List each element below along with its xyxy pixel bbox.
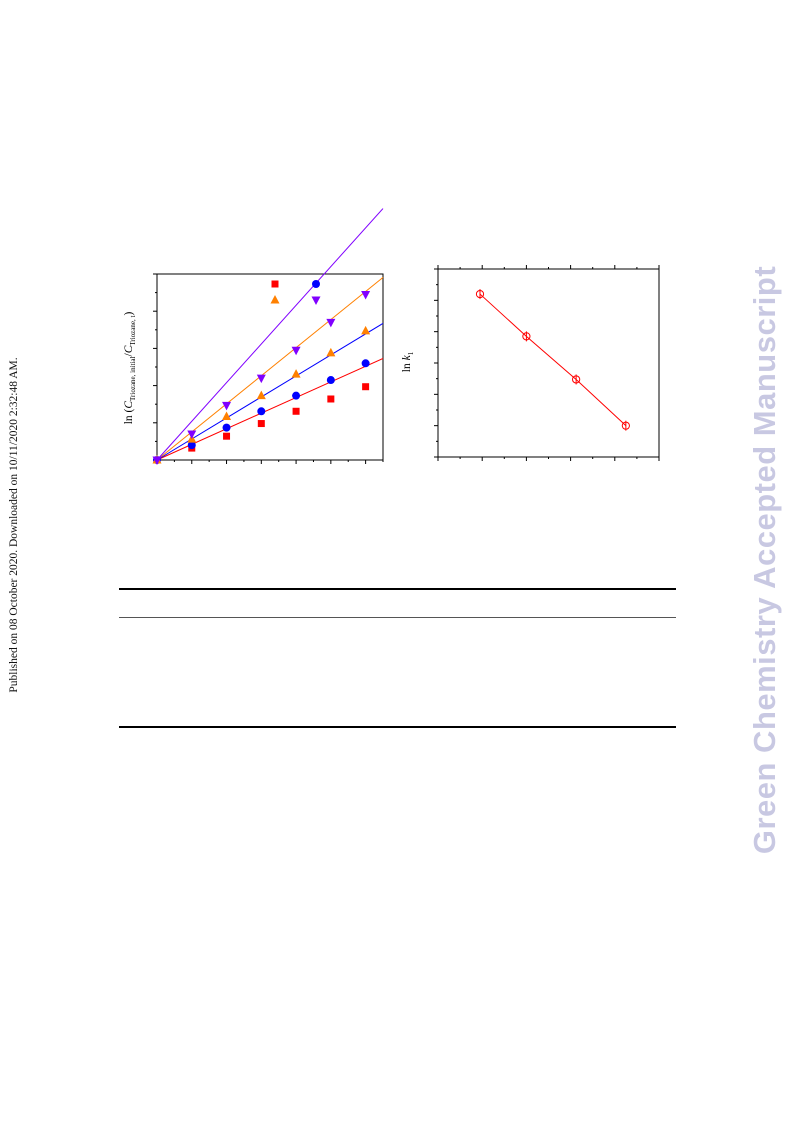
data-point-3: [256, 390, 266, 400]
data-point-1: [292, 407, 300, 415]
fit-line-2: [156, 322, 384, 461]
table-bottom-rule: [119, 726, 676, 728]
data-point-3: [291, 369, 301, 378]
data-point-3: [222, 411, 232, 420]
data-point-1: [257, 420, 265, 428]
data-point-1: [327, 395, 335, 403]
data-point-2: [187, 441, 196, 450]
data-point-2: [292, 391, 301, 400]
legend-marker-4: [311, 296, 321, 305]
data-point-4: [152, 456, 162, 465]
data-point-1: [223, 432, 231, 440]
data-point-2: [326, 376, 335, 385]
fit-line-3: [156, 277, 384, 461]
data-point-4: [361, 290, 371, 300]
data-point-3: [361, 325, 371, 335]
data-point-4: [187, 430, 197, 439]
table-header-rule: [119, 617, 676, 618]
legend-marker-2: [312, 280, 320, 288]
legend-marker-3: [270, 295, 280, 304]
data-point-4: [256, 374, 266, 384]
data-point-2: [257, 407, 266, 416]
data-point-4: [291, 346, 301, 356]
data-point-2: [361, 359, 370, 368]
table-top-rule: [119, 588, 676, 590]
data-point-4: [222, 401, 232, 411]
chart-a-ylabel: ln (CTriozane, initial/CTriozane, t): [123, 312, 137, 425]
legend-marker-1: [271, 280, 279, 288]
data-point-3: [326, 347, 336, 357]
fit-line-4: [156, 208, 384, 461]
data-point-2: [222, 423, 231, 432]
data-point-1: [362, 383, 370, 391]
data-point-4: [326, 318, 336, 328]
